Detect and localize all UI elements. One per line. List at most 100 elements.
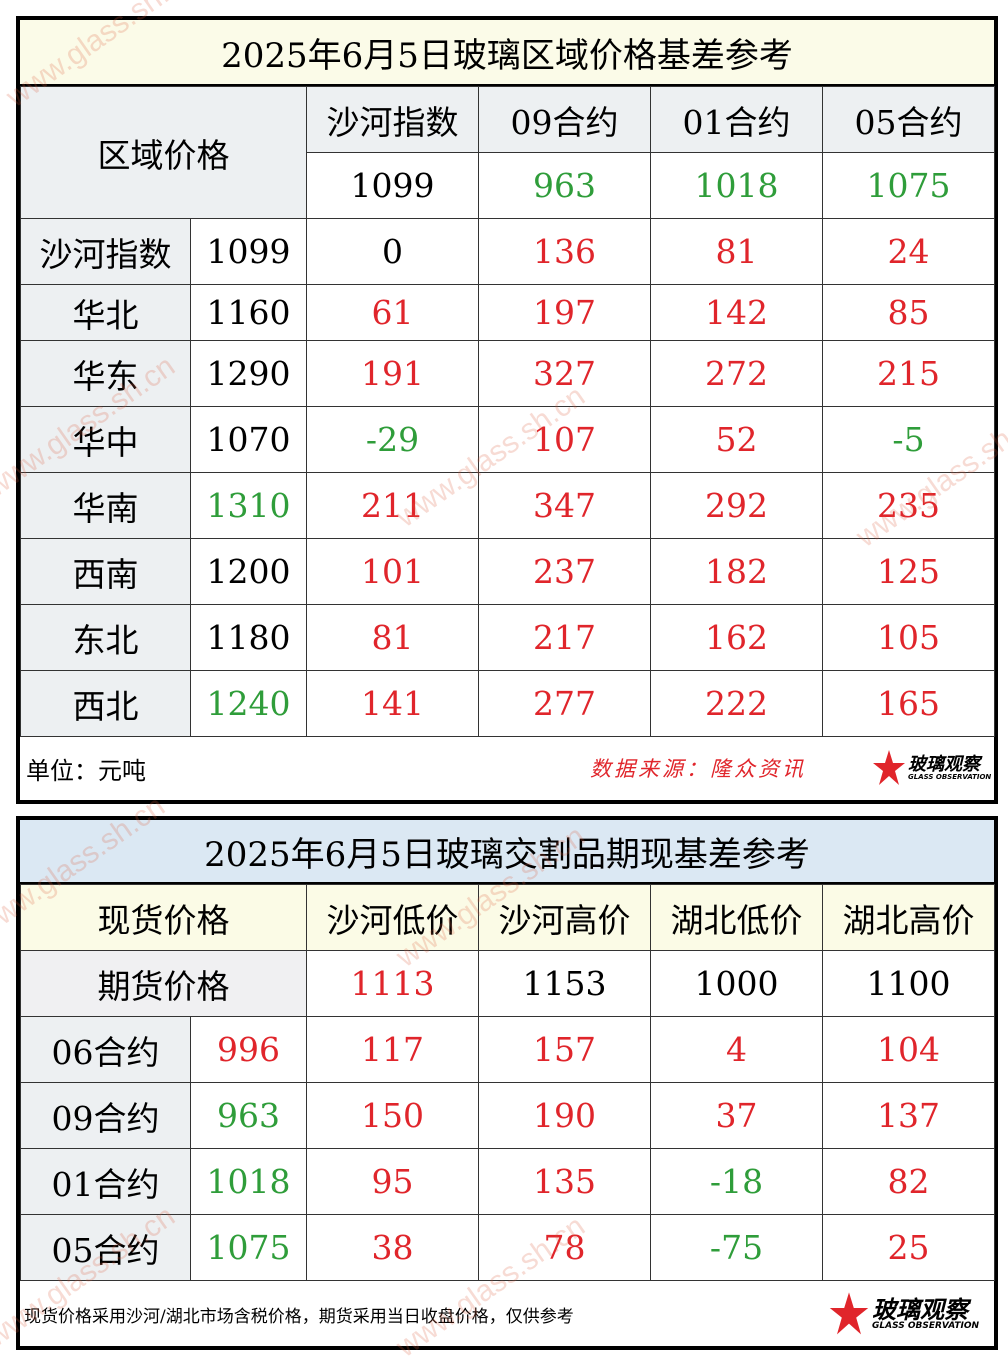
column-header: 沙河低价 (306, 884, 479, 951)
region-name: 华东 (20, 340, 191, 407)
column-header: 05合约 (822, 86, 995, 153)
basis-value: 327 (478, 340, 651, 407)
contract-name: 09合约 (20, 1082, 191, 1149)
contract-price-cell: 1099 (306, 152, 479, 219)
column-header: 沙河高价 (478, 884, 651, 951)
table-row: 西北 1240 141 277 222 165 (20, 670, 995, 737)
table-row: 01合约 1018 95 135 -18 82 (20, 1148, 995, 1215)
basis-value: -75 (650, 1214, 823, 1281)
futures-price: 1075 (190, 1214, 307, 1281)
basis-value: 292 (650, 472, 823, 539)
logo-subtext: GLASS OBSERVATION (872, 1320, 980, 1331)
region-name: 西北 (20, 670, 191, 737)
table-row: 华中 1070 -29 107 52 -5 (20, 406, 995, 473)
table-row: 华北 1160 61 197 142 85 (20, 284, 995, 341)
region-price: 1160 (190, 284, 307, 341)
delivery-basis-table: 现货价格 沙河低价 沙河高价 湖北低价 湖北高价 期货价格 1113 1153 10… (20, 884, 995, 1281)
table-row: 西南 1200 101 237 182 125 (20, 538, 995, 605)
logo-subtext: GLASS OBSERVATION (908, 772, 992, 781)
basis-value: 52 (650, 406, 823, 473)
contract-name: 05合约 (20, 1214, 191, 1281)
column-header: 湖北高价 (822, 884, 995, 951)
region-price: 1310 (190, 472, 307, 539)
basis-value: 25 (822, 1214, 995, 1281)
table-row: 华南 1310 211 347 292 235 (20, 472, 995, 539)
corner-label: 区域价格 (20, 86, 307, 219)
region-name: 华中 (20, 406, 191, 473)
basis-value: 162 (650, 604, 823, 671)
column-header: 01合约 (650, 86, 823, 153)
futures-price: 1018 (190, 1148, 307, 1215)
basis-value: -5 (822, 406, 995, 473)
basis-value: 222 (650, 670, 823, 737)
regional-footer: 单位：元吨 数据来源：隆众资讯 玻璃观察 GLASS OBSERVATION (20, 736, 994, 800)
basis-value: 217 (478, 604, 651, 671)
table-row: 东北 1180 81 217 162 105 (20, 604, 995, 671)
brand-logo: 玻璃观察 GLASS OBSERVATION (828, 1290, 979, 1338)
basis-value: 141 (306, 670, 479, 737)
basis-value: 142 (650, 284, 823, 341)
contract-price-cell: 1075 (822, 152, 995, 219)
basis-value: 237 (478, 538, 651, 605)
basis-value: 215 (822, 340, 995, 407)
basis-value: 125 (822, 538, 995, 605)
basis-value: 81 (306, 604, 479, 671)
region-name: 西南 (20, 538, 191, 605)
region-price: 1099 (190, 218, 307, 285)
table-row: 05合约 1075 38 78 -75 25 (20, 1214, 995, 1281)
basis-value: 4 (650, 1016, 823, 1083)
basis-value: 197 (478, 284, 651, 341)
region-price: 1070 (190, 406, 307, 473)
basis-value: -18 (650, 1148, 823, 1215)
basis-value: 277 (478, 670, 651, 737)
column-header: 湖北低价 (650, 884, 823, 951)
basis-value: 117 (306, 1016, 479, 1083)
region-name: 华南 (20, 472, 191, 539)
futures-price-label: 期货价格 (20, 950, 307, 1017)
delivery-footer: 现货价格采用沙河/湖北市场含税价格，期货采用当日收盘价格，仅供参考 玻璃观察 G… (20, 1282, 994, 1346)
column-header: 09合约 (478, 86, 651, 153)
unit-label: 单位：元吨 (26, 756, 146, 785)
basis-value: 165 (822, 670, 995, 737)
basis-value: 157 (478, 1016, 651, 1083)
basis-value: 24 (822, 218, 995, 285)
basis-value: 136 (478, 218, 651, 285)
basis-value: 137 (822, 1082, 995, 1149)
regional-basis-table: 区域价格 沙河指数 09合约 01合约 05合约 1099 963 1018 1075… (20, 86, 995, 737)
basis-value: 211 (306, 472, 479, 539)
table-row: 华东 1290 191 327 272 215 (20, 340, 995, 407)
basis-value: 235 (822, 472, 995, 539)
regional-basis-title: 2025年6月5日玻璃区域价格基差参考 (20, 20, 994, 86)
regional-basis-panel: 2025年6月5日玻璃区域价格基差参考 区域价格 沙河指数 09合约 01合约 … (16, 16, 998, 804)
table-row: 沙河指数 1099 0 136 81 24 (20, 218, 995, 285)
table-row: 06合约 996 117 157 4 104 (20, 1016, 995, 1083)
spot-price-cell: 1100 (822, 950, 995, 1017)
basis-value: -29 (306, 406, 479, 473)
delivery-basis-title: 2025年6月5日玻璃交割品期现基差参考 (20, 820, 994, 884)
footnote: 现货价格采用沙河/湖北市场含税价格，期货采用当日收盘价格，仅供参考 (24, 1306, 574, 1327)
basis-value: 150 (306, 1082, 479, 1149)
region-price: 1180 (190, 604, 307, 671)
basis-value: 85 (822, 284, 995, 341)
region-name: 华北 (20, 284, 191, 341)
basis-value: 81 (650, 218, 823, 285)
basis-value: 107 (478, 406, 651, 473)
basis-value: 105 (822, 604, 995, 671)
spot-price-cell: 1153 (478, 950, 651, 1017)
basis-value: 95 (306, 1148, 479, 1215)
region-price: 1200 (190, 538, 307, 605)
column-header: 沙河指数 (306, 86, 479, 153)
futures-price: 996 (190, 1016, 307, 1083)
region-price: 1290 (190, 340, 307, 407)
brand-logo: 玻璃观察 GLASS OBSERVATION (872, 748, 991, 788)
star-icon (872, 748, 906, 788)
spot-price-cell: 1000 (650, 950, 823, 1017)
basis-value: 191 (306, 340, 479, 407)
spot-price-cell: 1113 (306, 950, 479, 1017)
futures-price: 963 (190, 1082, 307, 1149)
contract-name: 01合约 (20, 1148, 191, 1215)
delivery-basis-panel: 2025年6月5日玻璃交割品期现基差参考 现货价格 沙河低价 沙河高价 湖北低价… (16, 816, 998, 1350)
contract-price-cell: 1018 (650, 152, 823, 219)
basis-value: 0 (306, 218, 479, 285)
basis-value: 347 (478, 472, 651, 539)
